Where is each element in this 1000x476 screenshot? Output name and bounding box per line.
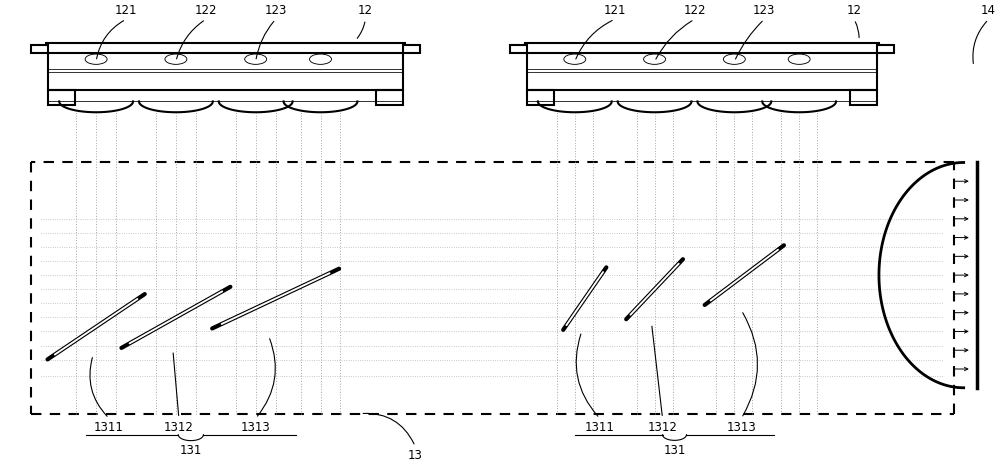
Bar <box>48 89 75 105</box>
Text: 123: 123 <box>264 4 287 17</box>
Bar <box>48 53 403 89</box>
Text: 122: 122 <box>195 4 217 17</box>
Bar <box>527 89 554 105</box>
Bar <box>850 89 877 105</box>
Text: 123: 123 <box>753 4 775 17</box>
Text: 14: 14 <box>981 4 996 17</box>
Text: 13: 13 <box>408 449 423 462</box>
Text: 121: 121 <box>603 4 626 17</box>
Bar <box>31 45 48 53</box>
Bar <box>877 45 894 53</box>
Text: 1312: 1312 <box>164 421 194 434</box>
Text: 1311: 1311 <box>585 421 615 434</box>
Text: 1313: 1313 <box>726 421 756 434</box>
Text: 1312: 1312 <box>648 421 677 434</box>
Text: 122: 122 <box>683 4 706 17</box>
Text: 1311: 1311 <box>94 421 124 434</box>
Text: 1313: 1313 <box>241 421 271 434</box>
Text: 12: 12 <box>847 4 862 17</box>
Bar <box>403 45 420 53</box>
Text: 121: 121 <box>115 4 137 17</box>
Text: 12: 12 <box>358 4 373 17</box>
Bar <box>527 53 877 89</box>
Bar <box>510 45 527 53</box>
Bar <box>376 89 403 105</box>
Text: 131: 131 <box>663 444 686 457</box>
Text: 131: 131 <box>180 444 202 457</box>
